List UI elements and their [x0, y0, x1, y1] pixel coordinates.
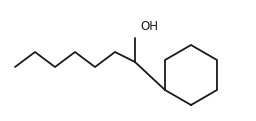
- Text: OH: OH: [140, 20, 158, 34]
